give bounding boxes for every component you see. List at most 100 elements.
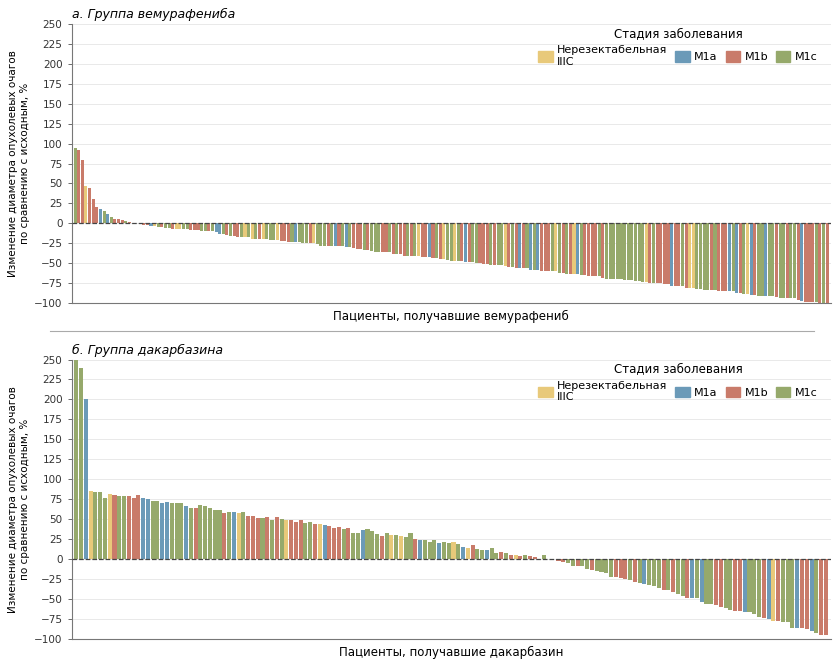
Bar [590,559,594,570]
Bar [612,223,615,279]
Bar [542,556,546,559]
Bar [404,537,408,559]
Bar [384,223,388,253]
Bar [555,223,557,271]
Bar [378,223,380,252]
Bar [826,223,829,303]
Bar [356,223,358,249]
Bar [352,223,355,248]
Bar [226,223,228,235]
Bar [312,223,315,243]
Bar [811,223,814,302]
Bar [561,559,565,562]
Bar [605,223,608,279]
Bar [824,559,828,635]
Bar [748,559,752,612]
Bar [786,223,789,298]
Bar [490,548,493,559]
Bar [113,219,117,223]
Bar [208,508,212,559]
Bar [519,556,523,559]
Bar [456,223,460,261]
Bar [608,223,612,279]
Bar [643,559,647,584]
Bar [597,223,601,276]
Bar [533,557,537,559]
Bar [688,223,691,288]
Bar [644,223,648,282]
Bar [203,506,207,559]
Bar [713,223,717,290]
X-axis label: Пациенты, получавшие вемурафениб: Пациенты, получавшие вемурафениб [333,310,569,323]
Bar [680,559,685,596]
Bar [213,510,216,559]
Bar [190,223,192,230]
Bar [585,559,589,570]
Text: а. Группа вемурафениба: а. Группа вемурафениба [71,8,235,21]
Bar [107,494,112,559]
Bar [467,223,471,262]
Bar [453,223,456,261]
Bar [796,223,800,300]
Bar [475,223,478,263]
Bar [388,223,391,253]
Text: б. Группа дакарбазина: б. Группа дакарбазина [71,344,222,357]
Bar [189,508,193,559]
Bar [106,213,109,223]
Bar [503,223,507,266]
Bar [599,559,603,572]
Bar [800,223,803,301]
Bar [785,559,789,622]
Bar [246,516,250,559]
Bar [446,223,449,260]
Bar [728,223,731,291]
Bar [201,223,203,231]
Bar [243,223,247,237]
Bar [409,223,413,256]
Bar [99,209,102,223]
Bar [198,505,202,559]
Bar [476,548,479,559]
Bar [175,503,179,559]
Bar [753,223,756,295]
Bar [160,223,164,227]
Bar [572,223,576,274]
Bar [489,223,492,265]
Bar [260,518,264,559]
Bar [251,516,255,559]
Bar [556,559,560,561]
Bar [652,559,656,586]
Y-axis label: Изменение диаметра опухолевых очагов
по сравнению с исходным, %: Изменение диаметра опухолевых очагов по … [8,50,30,277]
Bar [284,223,286,241]
Bar [705,559,709,604]
Bar [676,559,680,594]
Bar [232,223,236,236]
Bar [815,559,818,633]
Bar [279,223,283,241]
Bar [804,223,807,301]
Bar [204,223,206,231]
Bar [180,504,184,559]
Bar [184,506,188,559]
Bar [508,223,510,267]
Bar [254,223,258,239]
Bar [121,220,123,223]
Bar [428,542,431,559]
Bar [359,223,362,249]
Bar [275,517,279,559]
Bar [85,186,87,223]
Bar [771,559,775,620]
Bar [258,223,261,239]
Bar [185,223,189,229]
Bar [810,559,814,631]
Bar [760,223,763,295]
Bar [193,223,196,230]
Bar [700,559,704,602]
Bar [394,535,399,559]
Bar [117,219,120,223]
Bar [800,559,804,628]
Bar [356,532,360,559]
Bar [685,559,690,598]
Bar [655,223,659,283]
Bar [776,559,780,621]
